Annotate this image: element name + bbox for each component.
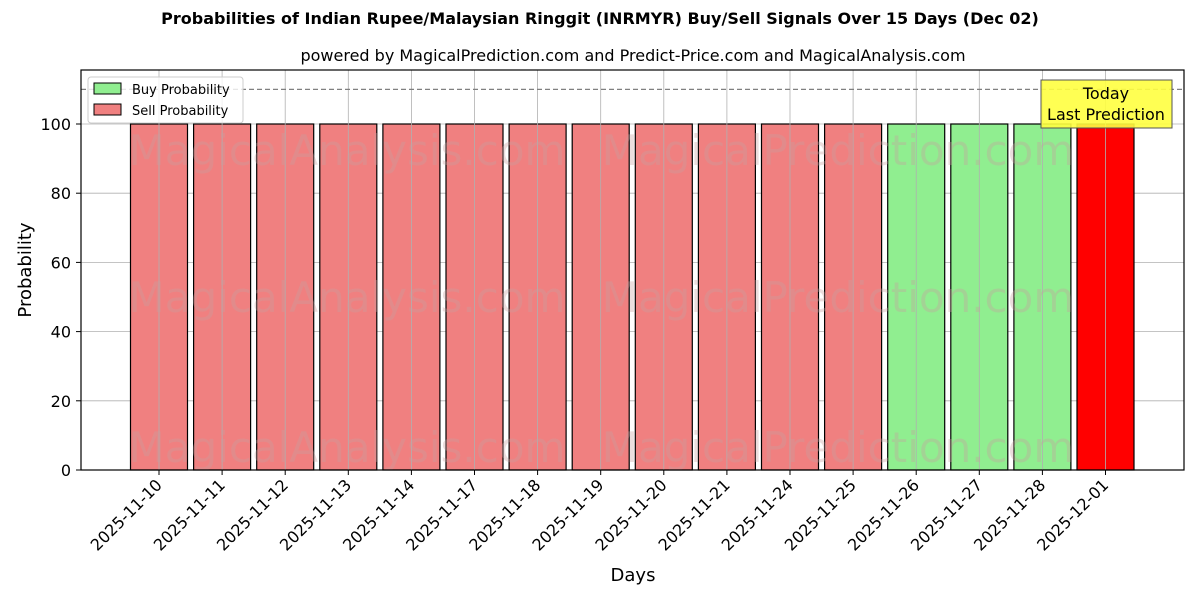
y-axis-ticks: 0 20 40 60 80 100 [40, 115, 81, 480]
legend-buy-label: Buy Probability [132, 83, 230, 98]
x-axis-label: Days [611, 565, 656, 586]
legend-buy-swatch [93, 82, 122, 95]
legend-sell-swatch [93, 103, 122, 116]
today-annotation-box [1040, 79, 1173, 129]
legend: Buy Probability Sell Probability [87, 76, 244, 124]
y-tick-label: 0 [61, 461, 71, 480]
today-label: Today [1082, 84, 1129, 103]
y-tick-label: 20 [51, 392, 71, 411]
today-annotation: Today Last Prediction [1040, 79, 1173, 129]
y-tick-label: 100 [40, 115, 71, 134]
watermark-text: MagicalPrediction.com [602, 273, 1075, 322]
watermark-text: MagicalAnalysis.com [129, 423, 566, 472]
x-axis-ticks: 2025-11-102025-11-112025-11-122025-11-13… [87, 470, 1112, 555]
watermark-text: MagicalPrediction.com [602, 423, 1075, 472]
chart-title: Probabilities of Indian Rupee/Malaysian … [161, 9, 1039, 28]
chart-subtitle: powered by MagicalPrediction.com and Pre… [300, 46, 966, 65]
watermark-text: MagicalAnalysis.com [129, 273, 566, 322]
y-tick-label: 60 [51, 253, 71, 272]
y-axis-label: Probability [15, 222, 36, 317]
watermark-text: MagicalPrediction.com [602, 126, 1075, 175]
y-tick-label: 40 [51, 323, 71, 342]
plot-frame [80, 69, 1185, 471]
last-prediction-label: Last Prediction [1047, 105, 1165, 124]
watermarks: MagicalAnalysis.com MagicalPrediction.com… [129, 126, 1075, 472]
y-tick-label: 80 [51, 184, 71, 203]
watermark-text: MagicalAnalysis.com [129, 126, 566, 175]
legend-sell-label: Sell Probability [132, 104, 229, 119]
legend-box [87, 76, 244, 124]
vertical-gridlines [158, 70, 1106, 470]
